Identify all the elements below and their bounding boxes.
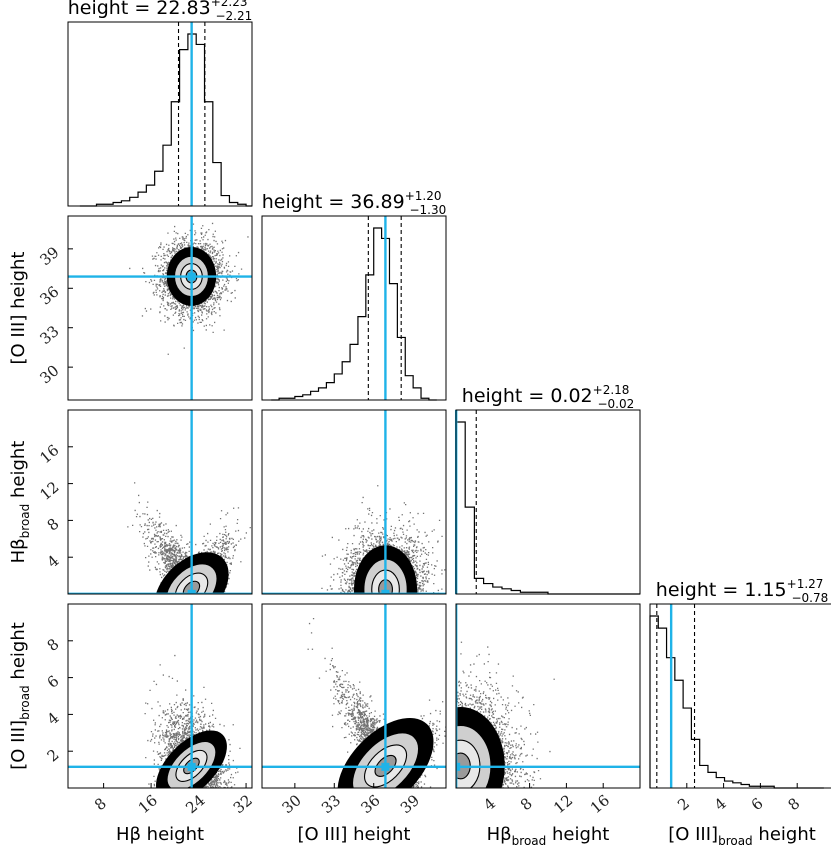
x-tick-label-hb_broad-0: 4 <box>480 794 499 814</box>
title-main: height = 22.83 <box>68 0 211 19</box>
y-tick-label-oiii_broad-2: 6 <box>44 672 63 692</box>
title-lower: −0.02 <box>597 397 634 411</box>
y-axis-label-main: Hβ <box>8 538 29 563</box>
y-axis-label-main: [O III] <box>8 720 29 770</box>
x-axis-label-sub: broad <box>718 834 753 848</box>
y-tick-label-hb_broad-3: 16 <box>36 441 62 467</box>
x-tick-label-hb_broad-1: 8 <box>517 794 536 814</box>
y-axis-label-main: [O III] height <box>8 252 29 365</box>
panel-frame-4 <box>261 603 447 789</box>
x-tick-label-oiii-0: 30 <box>279 791 305 817</box>
x-axis-label-main: [O III] <box>668 824 718 845</box>
panel-frame-3 <box>67 603 253 789</box>
panel-title-hb_broad: height = 0.02+2.18 −0.02 <box>462 383 634 411</box>
panel-frame-hb <box>67 21 253 207</box>
x-tick-label-hb-3: 32 <box>230 791 256 817</box>
title-lower: −2.21 <box>215 9 252 23</box>
panel-title-hb: height = 22.83+2.23 −2.21 <box>68 0 253 23</box>
y-axis-label-oiii_broad: [O III]broad height <box>8 622 32 770</box>
truth-marker-4 <box>381 762 390 771</box>
panel-frame-0 <box>67 215 253 401</box>
scatter-panel-hb-hb_broad <box>68 410 252 594</box>
x-tick-label-hb-2: 24 <box>182 791 208 817</box>
x-tick-label-oiii_broad-1: 4 <box>711 794 730 814</box>
title-lower: −0.78 <box>791 591 828 605</box>
truth-marker-1 <box>187 589 196 594</box>
title-main: height = 0.02 <box>462 385 593 407</box>
y-tick-label-oiii-1: 33 <box>36 322 62 348</box>
x-axis-label-oiii_broad: [O III]broad height <box>668 824 816 848</box>
panel-frame-5 <box>455 603 641 789</box>
scatter-panel-oiii-oiii_broad <box>262 604 446 788</box>
x-tick-label-oiii_broad-3: 8 <box>785 794 804 814</box>
x-axis-label-tail: height <box>753 824 816 845</box>
x-tick-label-hb_broad-2: 12 <box>550 791 576 817</box>
x-tick-label-hb-1: 16 <box>135 791 161 817</box>
y-axis-label-tail: height <box>8 622 29 685</box>
hist-panel-oiii_broad <box>649 603 831 789</box>
truth-marker-2 <box>381 589 390 594</box>
scatter-panel-oiii-hb_broad <box>262 410 446 594</box>
panel-frame-hb_broad <box>455 409 641 595</box>
y-tick-label-oiii_broad-0: 2 <box>44 745 63 765</box>
title-upper: +1.27 <box>787 577 824 591</box>
panel-frame-oiii_broad <box>649 603 831 789</box>
x-tick-label-oiii-2: 36 <box>357 791 383 817</box>
x-tick-label-oiii-1: 33 <box>318 791 344 817</box>
x-tick-label-oiii_broad-0: 2 <box>674 794 693 814</box>
title-main: height = 1.15 <box>656 579 787 601</box>
y-tick-label-oiii_broad-3: 8 <box>44 635 63 655</box>
panel-frame-oiii <box>261 215 447 401</box>
y-tick-label-hb_broad-1: 8 <box>44 515 63 535</box>
y-axis-label-oiii: [O III] height <box>8 252 29 365</box>
y-tick-label-oiii-0: 30 <box>36 361 62 387</box>
y-axis-label-sub: broad <box>18 685 32 720</box>
x-axis-label-hb: Hβ height <box>116 824 204 845</box>
panel-frame-1 <box>67 409 253 595</box>
scatter-panel-hb-oiii_broad <box>68 604 252 788</box>
panel-title-oiii_broad: height = 1.15+1.27 −0.78 <box>656 577 828 605</box>
hist-step-hb <box>79 33 252 207</box>
x-axis-label-main: Hβ <box>487 824 512 845</box>
hist-step-oiii <box>271 227 437 401</box>
x-axis-label-oiii: [O III] height <box>298 824 411 845</box>
hist-step-oiii_broad <box>649 615 824 789</box>
x-tick-label-hb_broad-3: 16 <box>587 791 613 817</box>
scatter-panel-hb-oiii <box>68 216 252 400</box>
hist-panel-hb_broad <box>454 409 641 595</box>
x-axis-label-main: Hβ height <box>116 824 204 845</box>
truth-marker-3 <box>187 762 196 771</box>
x-axis-label-sub: broad <box>512 834 547 848</box>
y-axis-label-tail: height <box>8 441 29 504</box>
y-tick-label-oiii_broad-1: 4 <box>44 709 63 729</box>
y-axis-label-sub: broad <box>18 504 32 539</box>
x-axis-label-tail: height <box>546 824 609 845</box>
title-upper: +2.23 <box>211 0 248 9</box>
y-axis-label-hb_broad: Hβbroad height <box>8 441 32 564</box>
truth-marker-0 <box>187 272 196 281</box>
x-axis-label-main: [O III] height <box>298 824 411 845</box>
title-main: height = 36.89 <box>262 191 405 213</box>
panel-frame-2 <box>261 409 447 595</box>
x-tick-label-oiii-3: 39 <box>397 791 423 817</box>
y-tick-label-hb_broad-0: 4 <box>44 551 63 571</box>
panel-title-oiii: height = 36.89+1.20 −1.30 <box>262 189 447 217</box>
y-tick-label-oiii-2: 36 <box>36 283 62 309</box>
title-lower: −1.30 <box>409 203 446 217</box>
title-upper: +2.18 <box>593 383 630 397</box>
x-tick-label-oiii_broad-2: 6 <box>748 794 767 814</box>
truth-marker-5 <box>456 762 461 771</box>
y-tick-label-oiii-3: 39 <box>36 243 62 269</box>
hist-panel-oiii <box>261 215 447 401</box>
x-axis-label-hb_broad: Hβbroad height <box>487 824 610 848</box>
y-tick-label-hb_broad-2: 12 <box>36 478 62 504</box>
x-tick-label-hb-0: 8 <box>91 794 110 814</box>
hist-panel-hb <box>67 21 253 207</box>
scatter-panel-hb_broad-oiii_broad <box>456 604 640 788</box>
scatter-points-2 <box>321 485 446 594</box>
hist-step-hb_broad <box>455 421 640 595</box>
title-upper: +1.20 <box>405 189 442 203</box>
